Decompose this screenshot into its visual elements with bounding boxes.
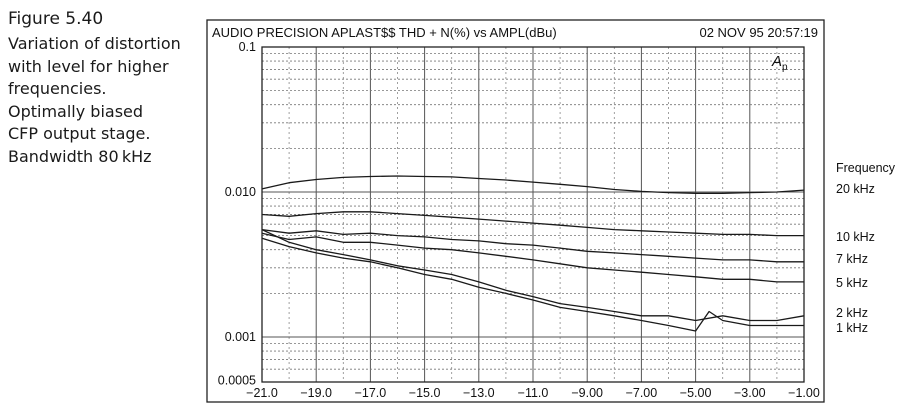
figure-title: Figure 5.40 (8, 9, 104, 29)
series-line (261, 175, 805, 194)
x-tick-label: −15.0 (409, 386, 441, 400)
x-tick-label: −13.0 (463, 386, 495, 400)
series-line (261, 228, 804, 263)
grid (261, 46, 805, 382)
legend-label: 10 kHz (836, 230, 875, 244)
legend-label: 20 kHz (836, 182, 875, 196)
x-tick-label: −7.00 (626, 386, 658, 400)
series-line (261, 229, 805, 322)
y-tick-label: 0.1 (239, 40, 256, 54)
series-line (261, 237, 804, 332)
x-tick-label: −17.0 (355, 386, 387, 400)
x-tick-labels: −21.0 −19.0 −17.0 −15.0 −13.0 −11.0 −9.00 −7.00… (246, 386, 820, 400)
series-line (261, 211, 804, 237)
y-tick-labels: 0.1 0.010 0.001 0.0005 (218, 40, 256, 388)
x-tick-label: −5.00 (680, 386, 712, 400)
legend-label: 5 kHz (836, 276, 868, 290)
legend-label: 1 kHz (836, 321, 868, 335)
plot-area (261, 46, 805, 383)
x-tick-label: −9.00 (571, 386, 603, 400)
chart-timestamp: 02 NOV 95 20:57:19 (699, 25, 818, 40)
chart-title: AUDIO PRECISION APLAST$$ THD + N(%) vs A… (212, 25, 557, 40)
y-tick-label: 0.010 (225, 185, 256, 199)
y-tick-label: 0.0005 (218, 374, 256, 388)
legend-label: 2 kHz (836, 306, 868, 320)
x-tick-label: −11.0 (518, 386, 549, 400)
x-tick-label: −3.00 (734, 386, 766, 400)
legend-title: Frequency (836, 161, 896, 175)
x-tick-label: −21.0 (246, 386, 278, 400)
figure-caption: Figure 5.40 Variation of distortion with… (8, 8, 204, 168)
ap-badge: Ap (771, 53, 788, 73)
x-tick-label: −1.00 (788, 386, 820, 400)
x-tick-label: −19.0 (300, 386, 332, 400)
chart-frame (206, 19, 825, 403)
series-line (261, 232, 804, 283)
legend-label: 7 kHz (836, 252, 868, 266)
y-tick-label: 0.001 (225, 330, 256, 344)
figure-caption-text: Variation of distortion with level for h… (8, 34, 181, 166)
data-series (261, 175, 805, 332)
